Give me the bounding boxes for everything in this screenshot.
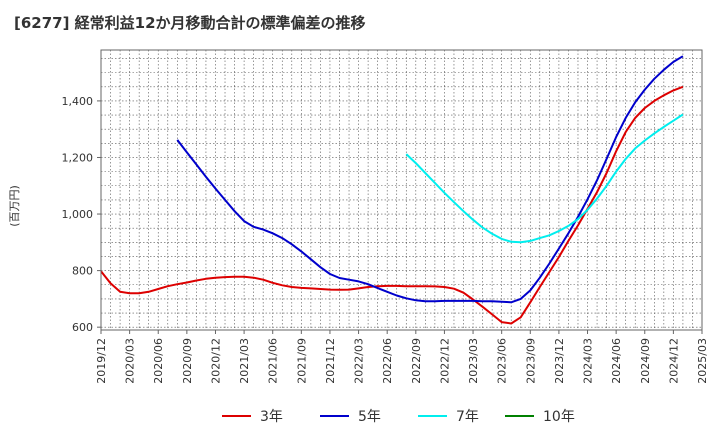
- x-tick-label: 2024/09: [639, 338, 652, 384]
- x-tick-label: 2024/06: [610, 338, 623, 384]
- x-tick-label: 2020/12: [209, 338, 222, 384]
- x-tick-label: 2020/09: [181, 338, 194, 384]
- legend-label-3: 10年: [543, 409, 575, 425]
- x-tick-label: 2024/12: [667, 338, 680, 384]
- x-tick-label: 2025/03: [696, 338, 709, 384]
- x-tick-label: 2021/06: [267, 338, 280, 384]
- x-tick-label: 2023/03: [467, 338, 480, 384]
- legend: 3年 5年 7年 10年: [222, 409, 575, 425]
- x-tick-label: 2024/03: [582, 338, 595, 384]
- x-tick-label: 2020/03: [124, 338, 137, 384]
- grid-layer: [101, 50, 702, 330]
- x-tick-label: 2022/09: [410, 338, 423, 384]
- legend-label-1: 5年: [358, 409, 381, 425]
- x-tick-label: 2022/12: [438, 338, 451, 384]
- x-tick-label: 2020/06: [152, 338, 165, 384]
- legend-label-0: 3年: [260, 409, 283, 425]
- x-tick-label: 2023/06: [496, 338, 509, 384]
- legend-label-2: 7年: [456, 409, 479, 425]
- x-tick-label: 2021/03: [238, 338, 251, 384]
- y-tick-label: 600: [72, 321, 93, 334]
- series-line-2: [405, 113, 684, 244]
- plot-area: [100, 49, 703, 331]
- x-tick-label: 2019/12: [95, 338, 108, 384]
- y-tick-label: 1,000: [62, 208, 94, 221]
- x-tick-label: 2021/12: [324, 338, 337, 384]
- y-axis: 600 800 1,000 1,200 1,400: [62, 95, 101, 334]
- y-tick-label: 800: [72, 265, 93, 278]
- x-tick-label: 2022/03: [353, 338, 366, 384]
- y-tick-label: 1,400: [62, 95, 94, 108]
- chart-title: [6277] 経常利益12か月移動合計の標準偏差の推移: [14, 14, 366, 32]
- series-line-1: [176, 55, 684, 304]
- y-axis-label: (百万円): [8, 185, 21, 227]
- x-tick-label: 2021/09: [295, 338, 308, 384]
- x-tick-label: 2023/12: [553, 338, 566, 384]
- x-tick-label: 2023/09: [524, 338, 537, 384]
- x-axis: 2019/12 2020/03 2020/06 2020/09 2020/12 2021/…: [95, 330, 709, 384]
- series-layer: [100, 55, 684, 325]
- x-tick-label: 2022/06: [381, 338, 394, 384]
- series-line-0: [100, 85, 684, 325]
- y-tick-label: 1,200: [62, 151, 94, 164]
